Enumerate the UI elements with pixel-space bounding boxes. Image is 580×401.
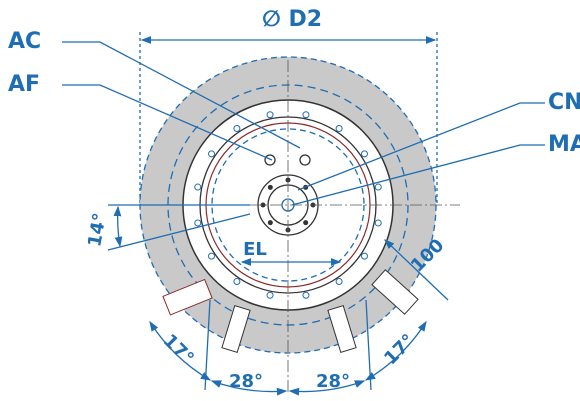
dimension-label: 17°	[380, 330, 419, 369]
dimension-label: ∅ D2	[262, 7, 322, 32]
dimension-label: 28°	[316, 371, 350, 392]
callout-label: CN	[548, 90, 580, 115]
hub-hole	[268, 185, 273, 190]
angle-arc	[118, 207, 120, 246]
dimension-label: 14°	[84, 211, 111, 248]
callout-label: AF	[8, 72, 40, 97]
dimension-label: 17°	[159, 330, 198, 369]
callout-label: AC	[8, 29, 41, 54]
dimension-label: EL	[243, 239, 267, 260]
dimension-label: 28°	[229, 371, 263, 392]
hub-hole	[303, 220, 308, 225]
callout-label: MA	[548, 132, 580, 157]
drawing: ∅ D2 AC AF CN MA EL 14° 100 17° 28° 28° …	[0, 0, 580, 401]
hub-hole	[268, 220, 273, 225]
